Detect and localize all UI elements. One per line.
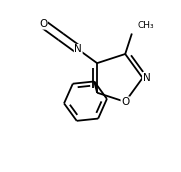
Text: O: O: [121, 97, 129, 107]
Text: N: N: [143, 73, 150, 83]
Text: N: N: [74, 44, 82, 54]
Text: O: O: [39, 19, 47, 29]
Text: CH₃: CH₃: [137, 21, 154, 30]
